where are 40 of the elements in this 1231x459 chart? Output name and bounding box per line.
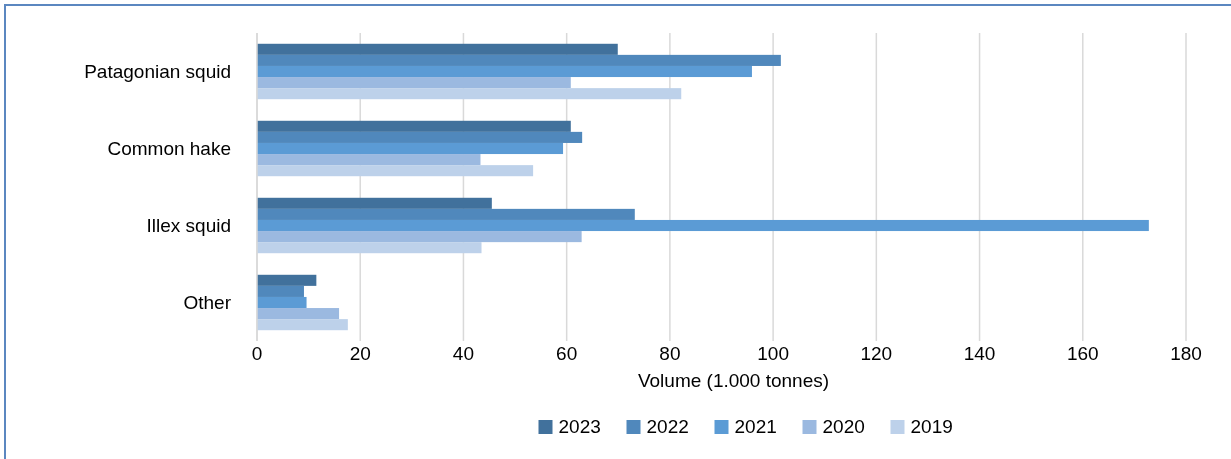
bar xyxy=(257,308,340,320)
y-tick-label: Other xyxy=(183,292,232,314)
bar xyxy=(257,285,304,297)
bar xyxy=(257,242,482,254)
y-tick-label: Common hake xyxy=(107,138,231,160)
legend-label: 2019 xyxy=(910,416,953,437)
bar xyxy=(257,77,571,89)
x-tick-label: 20 xyxy=(349,343,371,364)
legend-label: 2022 xyxy=(646,416,689,437)
bar xyxy=(257,54,781,66)
x-tick-label: 60 xyxy=(556,343,578,364)
x-tick-label: 40 xyxy=(452,343,475,364)
legend-label: 2021 xyxy=(734,416,777,437)
legend-label: 2023 xyxy=(558,416,601,437)
bar xyxy=(257,131,583,143)
bar xyxy=(257,296,307,309)
bar xyxy=(257,219,1149,232)
bar xyxy=(257,120,571,132)
legend-label: 2020 xyxy=(822,416,865,437)
y-tick-label: Patagonian squid xyxy=(84,61,231,83)
bar xyxy=(257,165,534,177)
x-tick-label: 0 xyxy=(251,343,263,364)
x-tick-label: 100 xyxy=(757,343,789,364)
bar xyxy=(257,142,564,155)
x-tick-label: 180 xyxy=(1170,343,1202,364)
x-tick-label: 80 xyxy=(659,343,681,364)
x-tick-label: 120 xyxy=(860,343,893,364)
x-tick-label: 160 xyxy=(1066,343,1099,364)
x-tick-label: 140 xyxy=(963,343,996,364)
bar xyxy=(257,231,582,243)
bar xyxy=(257,65,752,78)
y-tick-label: Illex squid xyxy=(146,215,231,237)
bar xyxy=(257,319,348,331)
x-axis-title: Volume (1.000 tonnes) xyxy=(637,370,830,391)
bar xyxy=(257,154,481,166)
bar xyxy=(257,43,618,55)
bar xyxy=(257,88,682,100)
bar xyxy=(257,197,492,209)
bar xyxy=(257,208,635,220)
bar xyxy=(257,274,317,286)
